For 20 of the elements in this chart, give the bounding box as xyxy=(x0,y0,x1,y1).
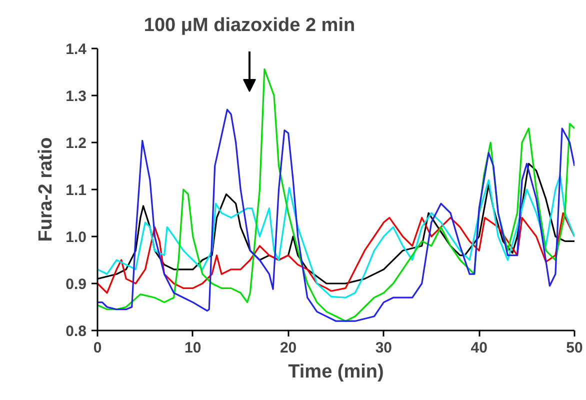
x-tick-label: 10 xyxy=(184,340,202,356)
y-tick-label: 1.2 xyxy=(66,135,87,152)
y-tick-label: 1.3 xyxy=(66,88,87,105)
line-series xyxy=(98,212,574,294)
x-tick-label: 50 xyxy=(566,340,583,356)
x-tick-label: 20 xyxy=(280,340,297,356)
y-tick-label: 1.1 xyxy=(66,182,87,199)
line-series xyxy=(98,108,574,322)
y-tick-label: 1.0 xyxy=(66,229,87,246)
y-tick-label: 0.9 xyxy=(66,276,87,293)
x-axis-title: Time (min) xyxy=(288,362,384,382)
y-tick-label: 1.4 xyxy=(66,41,88,58)
y-axis-title: Fura-2 ratio xyxy=(36,137,57,242)
line-series xyxy=(98,68,574,322)
x-tick-label: 0 xyxy=(93,340,102,356)
text: 100 μM diazoxide 2 min xyxy=(144,15,356,36)
line-series xyxy=(98,174,574,298)
y-tick-label: 0.8 xyxy=(66,323,87,340)
x-tick-label: 30 xyxy=(375,340,392,356)
x-tick-label: 40 xyxy=(470,340,488,356)
